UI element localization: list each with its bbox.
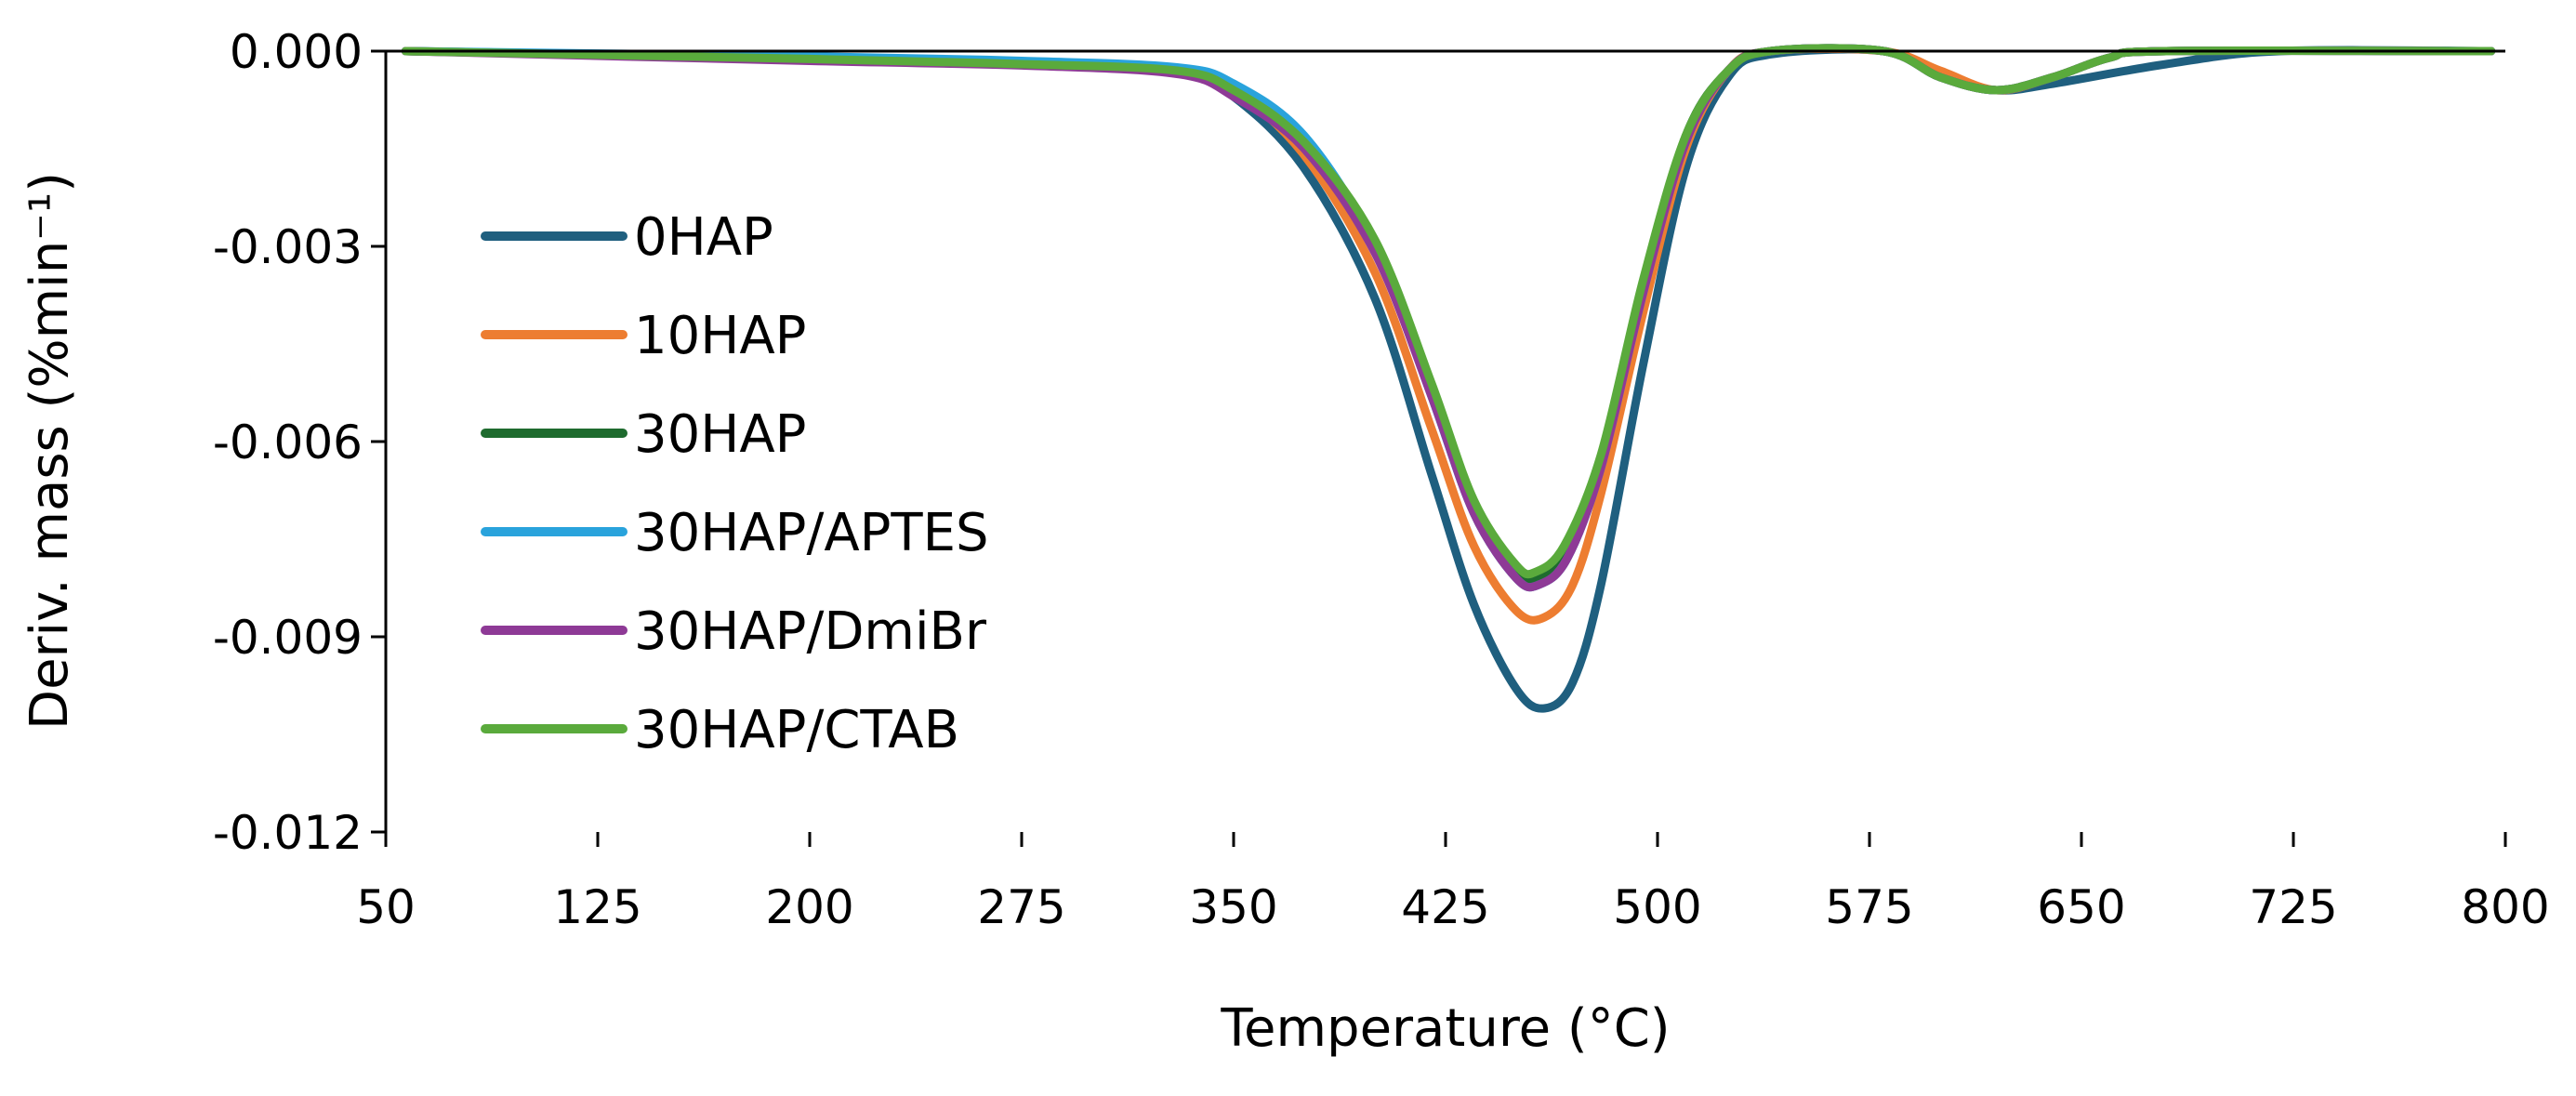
y-tick-label: -0.006: [213, 416, 363, 469]
legend-label: 30HAP: [634, 404, 806, 465]
y-tick-label: 0.000: [230, 25, 363, 79]
x-tick-label: 725: [2249, 880, 2337, 934]
legend-label: 10HAP: [634, 306, 806, 366]
x-axis-title: Temperature (°C): [1220, 998, 1670, 1059]
x-tick-label: 275: [977, 880, 1065, 934]
x-tick-label: 125: [553, 880, 641, 934]
series-line-30hap-ctab: [401, 44, 2496, 579]
x-tick-label: 575: [1825, 880, 1913, 934]
legend-label: 30HAP/DmiBr: [634, 601, 987, 662]
series-layer: [401, 44, 2496, 713]
y-tick-label: -0.012: [213, 806, 363, 860]
x-tick-label: 650: [2037, 880, 2125, 934]
x-tick-label: 200: [765, 880, 853, 934]
legend: 0HAP 10HAP 30HAP 30HAP/APTES 30HAP/DmiBr 30HA…: [481, 207, 989, 760]
y-tick-label: -0.003: [213, 220, 363, 274]
x-tick-label: 425: [1401, 880, 1489, 934]
legend-label: 30HAP/CTAB: [634, 700, 959, 760]
x-tick-label: 50: [356, 880, 416, 934]
x-tick-label: 800: [2461, 880, 2549, 934]
x-tick-label: 500: [1613, 880, 1701, 934]
legend-label: 0HAP: [634, 207, 773, 268]
ticks-layer: 50 125 200 275 350 425 500 575 650 725 800 0.000 -0.…: [213, 25, 2550, 934]
y-tick-label: -0.009: [213, 611, 363, 665]
legend-label: 30HAP/APTES: [634, 503, 989, 563]
y-axis-title: Deriv. mass (%min⁻¹): [20, 172, 80, 730]
x-tick-label: 350: [1189, 880, 1277, 934]
